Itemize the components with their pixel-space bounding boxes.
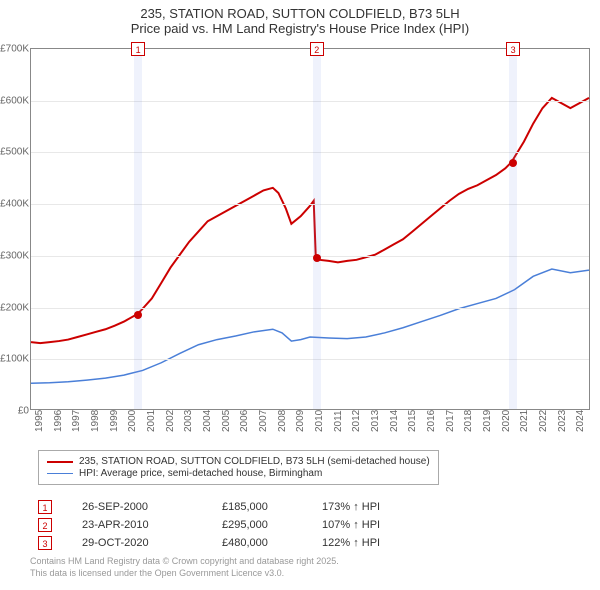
- y-axis-label: £400K: [0, 199, 29, 210]
- x-axis-label: 2007: [258, 410, 269, 432]
- legend-item-property: 235, STATION ROAD, SUTTON COLDFIELD, B73…: [47, 456, 430, 467]
- x-axis-label: 1998: [90, 410, 101, 432]
- x-axis-label: 2009: [295, 410, 306, 432]
- marker-date: 29-OCT-2020: [82, 537, 222, 549]
- x-axis-label: 1995: [34, 410, 45, 432]
- x-axis-label: 1997: [71, 410, 82, 432]
- table-row: 2 23-APR-2010 £295,000 107% ↑ HPI: [38, 516, 442, 534]
- legend-item-hpi: HPI: Average price, semi-detached house,…: [47, 468, 430, 479]
- marker-date: 26-SEP-2000: [82, 501, 222, 513]
- event-marker-dot: [134, 311, 142, 319]
- gridline: [31, 204, 589, 205]
- legend-label-hpi: HPI: Average price, semi-detached house,…: [79, 468, 322, 479]
- x-axis-label: 2012: [351, 410, 362, 432]
- series-line-property: [31, 98, 589, 343]
- marker-number-box: 1: [38, 500, 52, 514]
- marker-date: 23-APR-2010: [82, 519, 222, 531]
- x-axis-label: 2011: [333, 410, 344, 432]
- x-axis-label: 2004: [202, 410, 213, 432]
- x-axis-label: 1999: [109, 410, 120, 432]
- table-row: 1 26-SEP-2000 £185,000 173% ↑ HPI: [38, 498, 442, 516]
- x-axis-label: 2002: [165, 410, 176, 432]
- event-marker-box: 2: [310, 42, 324, 56]
- gridline: [31, 256, 589, 257]
- x-axis-label: 2024: [575, 410, 586, 432]
- marker-pct: 107% ↑ HPI: [322, 519, 442, 531]
- marker-price: £185,000: [222, 501, 322, 513]
- table-row: 3 29-OCT-2020 £480,000 122% ↑ HPI: [38, 534, 442, 552]
- x-axis-label: 2020: [501, 410, 512, 432]
- gridline: [31, 101, 589, 102]
- x-axis-label: 2005: [221, 410, 232, 432]
- x-axis-label: 2014: [389, 410, 400, 432]
- up-arrow-icon: ↑: [353, 519, 359, 531]
- x-axis-label: 2008: [277, 410, 288, 432]
- marker-number-box: 3: [38, 536, 52, 550]
- y-axis-label: £300K: [0, 250, 29, 261]
- up-arrow-icon: ↑: [353, 501, 359, 513]
- x-axis-label: 2003: [183, 410, 194, 432]
- chart-title-block: 235, STATION ROAD, SUTTON COLDFIELD, B73…: [0, 0, 600, 38]
- marker-price: £295,000: [222, 519, 322, 531]
- marker-number-box: 2: [38, 518, 52, 532]
- marker-pct: 173% ↑ HPI: [322, 501, 442, 513]
- gridline: [31, 359, 589, 360]
- chart-plot-area: £0£100K£200K£300K£400K£500K£600K£700K199…: [30, 48, 590, 410]
- event-marker-box: 1: [131, 42, 145, 56]
- event-marker-box: 3: [506, 42, 520, 56]
- event-marker-band: [509, 49, 516, 409]
- x-axis-label: 2018: [463, 410, 474, 432]
- marker-price: £480,000: [222, 537, 322, 549]
- legend-label-property: 235, STATION ROAD, SUTTON COLDFIELD, B73…: [79, 456, 430, 467]
- x-axis-label: 2001: [146, 410, 157, 432]
- x-axis-label: 2016: [426, 410, 437, 432]
- x-axis-label: 2006: [239, 410, 250, 432]
- x-axis-label: 2022: [538, 410, 549, 432]
- title-line-1: 235, STATION ROAD, SUTTON COLDFIELD, B73…: [0, 6, 600, 21]
- y-axis-label: £500K: [0, 147, 29, 158]
- marker-pct: 122% ↑ HPI: [322, 537, 442, 549]
- x-axis-label: 2021: [519, 410, 530, 432]
- x-axis-label: 2000: [127, 410, 138, 432]
- y-axis-label: £100K: [0, 354, 29, 365]
- event-marker-band: [134, 49, 141, 409]
- legend-swatch-hpi: [47, 473, 73, 474]
- x-axis-label: 1996: [53, 410, 64, 432]
- y-axis-label: £700K: [0, 44, 29, 55]
- gridline: [31, 308, 589, 309]
- legend-swatch-property: [47, 461, 73, 463]
- chart-legend: 235, STATION ROAD, SUTTON COLDFIELD, B73…: [38, 450, 439, 485]
- license-footer: Contains HM Land Registry data © Crown c…: [30, 556, 339, 579]
- x-axis-label: 2023: [557, 410, 568, 432]
- x-axis-label: 2017: [445, 410, 456, 432]
- event-marker-dot: [509, 159, 517, 167]
- gridline: [31, 152, 589, 153]
- up-arrow-icon: ↑: [353, 537, 359, 549]
- footer-line-2: This data is licensed under the Open Gov…: [30, 568, 339, 580]
- x-axis-label: 2010: [314, 410, 325, 432]
- markers-table: 1 26-SEP-2000 £185,000 173% ↑ HPI 2 23-A…: [38, 498, 442, 552]
- y-axis-label: £0: [0, 406, 29, 417]
- event-marker-band: [313, 49, 320, 409]
- chart-line-layer: [31, 49, 589, 409]
- y-axis-label: £600K: [0, 95, 29, 106]
- x-axis-label: 2019: [482, 410, 493, 432]
- event-marker-dot: [313, 254, 321, 262]
- x-axis-label: 2015: [407, 410, 418, 432]
- y-axis-label: £200K: [0, 302, 29, 313]
- footer-line-1: Contains HM Land Registry data © Crown c…: [30, 556, 339, 568]
- x-axis-label: 2013: [370, 410, 381, 432]
- title-line-2: Price paid vs. HM Land Registry's House …: [0, 21, 600, 36]
